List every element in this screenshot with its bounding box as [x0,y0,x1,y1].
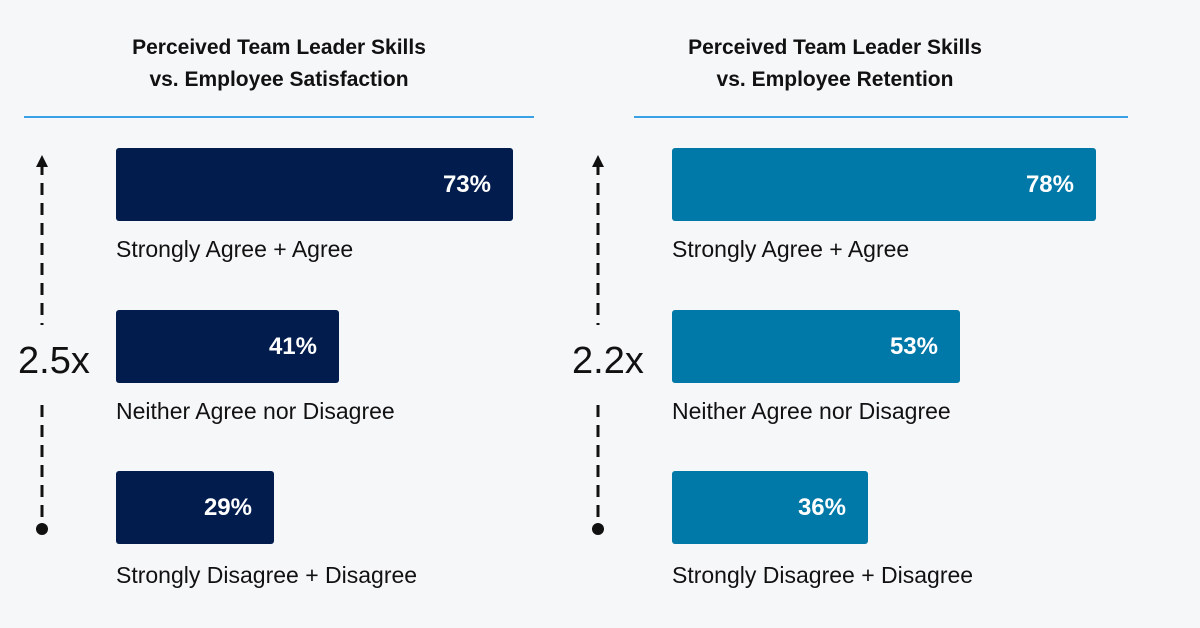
retention-multiplier-label: 2.2x [572,340,644,382]
retention-title-line-1: Perceived Team Leader Skills [688,36,982,59]
retention-bar-value-label: 36% [797,493,846,521]
satisfaction-bar-2: 41% [116,310,339,383]
satisfaction-bar-value-label: 73% [442,170,491,198]
satisfaction-bar-1: 73% [116,148,513,221]
retention-title-line-2: vs. Employee Retention [716,68,954,91]
retention-category-label: Strongly Agree + Agree [672,236,910,262]
retention-category-label: Neither Agree nor Disagree [672,398,951,424]
satisfaction-category-label: Strongly Agree + Agree [116,236,354,262]
satisfaction-bar-3: 29% [116,471,274,544]
retention-bar-value-label: 53% [889,332,938,360]
satisfaction-chart: Perceived Team Leader Skills vs. Employee… [18,32,534,588]
retention-arrow-head [592,155,604,167]
satisfaction-arrow-head [36,155,48,167]
satisfaction-bar-value-label: 29% [203,493,252,521]
retention-multiplier-arrow [592,155,604,535]
satisfaction-bar-value-label: 41% [268,332,317,360]
satisfaction-title-line-2: vs. Employee Satisfaction [149,68,409,91]
retention-arrow-tail-dot [592,523,604,535]
satisfaction-arrow-tail-dot [36,523,48,535]
retention-bar-value-label: 78% [1025,170,1074,198]
satisfaction-multiplier-arrow [36,155,48,535]
retention-bar-3: 36% [672,471,868,544]
satisfaction-chart-title: Perceived Team Leader Skills vs. Employee… [24,32,534,96]
satisfaction-title-divider [24,116,534,118]
satisfaction-title-line-1: Perceived Team Leader Skills [132,36,426,59]
retention-chart-title: Perceived Team Leader Skills vs. Employee… [580,32,1090,96]
retention-title-divider [634,116,1128,118]
satisfaction-category-label: Neither Agree nor Disagree [116,398,395,424]
retention-bar-1: 78% [672,148,1096,221]
retention-bar-2: 53% [672,310,960,383]
retention-chart: Perceived Team Leader Skills vs. Employee… [556,0,1156,628]
satisfaction-multiplier-label: 2.5x [18,340,90,382]
retention-category-label: Strongly Disagree + Disagree [672,562,974,588]
satisfaction-category-label: Strongly Disagree + Disagree [116,562,418,588]
